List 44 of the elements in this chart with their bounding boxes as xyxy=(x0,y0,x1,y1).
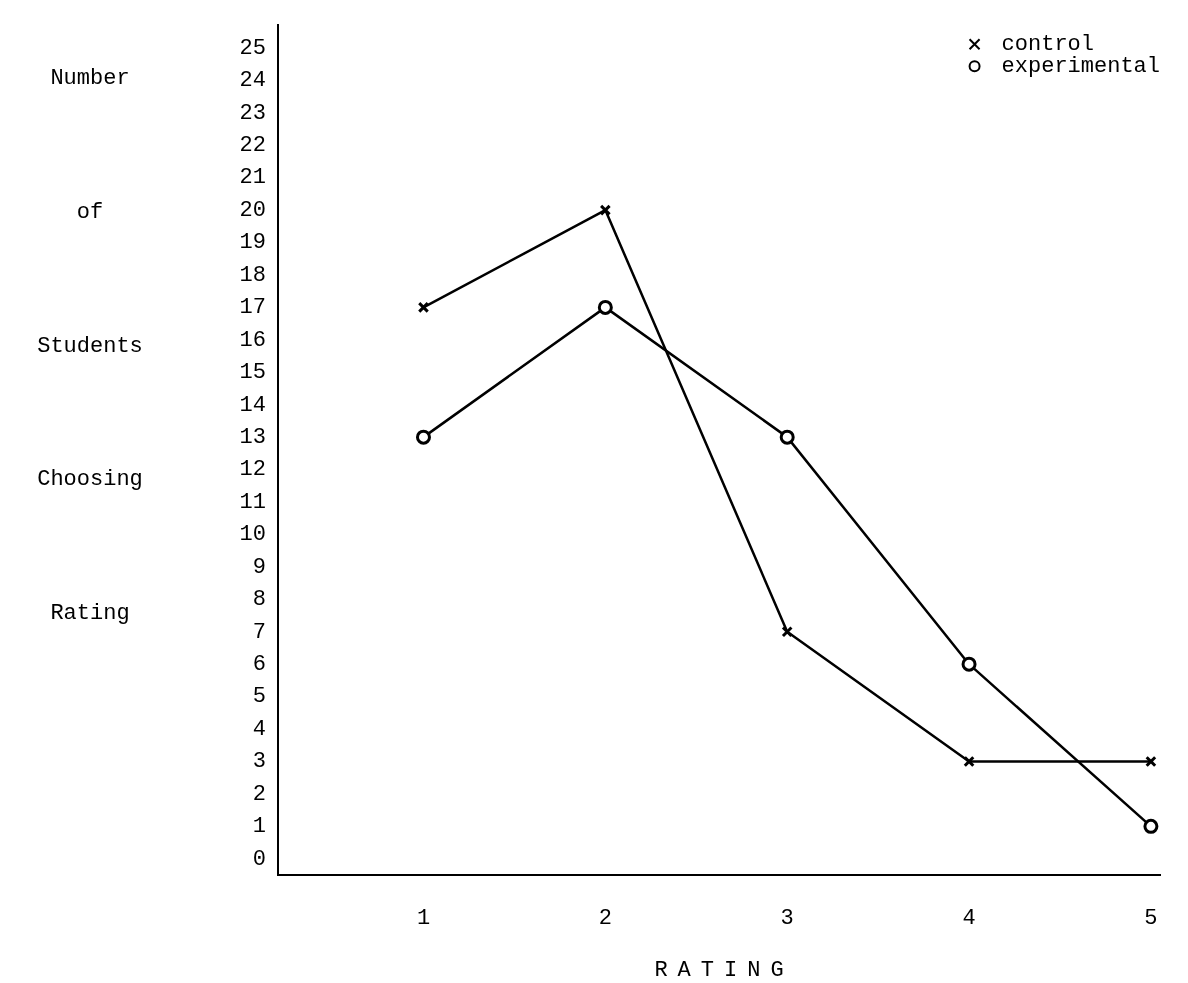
x-tick-label: 3 xyxy=(780,906,794,932)
y-tick-label: 25 xyxy=(239,35,266,61)
y-tick-label: 11 xyxy=(239,489,266,515)
point xyxy=(963,755,975,768)
y-tick-label: 23 xyxy=(239,100,266,126)
y-tick-label: 8 xyxy=(252,587,266,613)
y-tick-label: 12 xyxy=(239,457,266,483)
x-tick-label: 4 xyxy=(962,906,976,932)
x-tick-label: 5 xyxy=(1144,906,1158,932)
y-tick-label: 13 xyxy=(239,424,266,450)
text: Number of Students Choosing Rating xyxy=(37,66,143,626)
y-tick-label: 6 xyxy=(252,652,266,677)
y-tick-label: 19 xyxy=(239,230,266,256)
y-tick-label: 21 xyxy=(239,165,266,191)
y-tick-label: 17 xyxy=(239,295,266,321)
x-tick-label: 2 xyxy=(598,906,612,932)
y-tick-label: 15 xyxy=(239,360,266,386)
y-tick-label: 5 xyxy=(252,684,266,710)
point xyxy=(1143,818,1159,834)
y-tick-label: 7 xyxy=(252,619,266,645)
point xyxy=(417,301,430,314)
y-tick-label: 4 xyxy=(252,716,266,742)
point xyxy=(779,429,795,445)
y-tick-label: 10 xyxy=(239,522,266,548)
y-tick-label: 1 xyxy=(252,814,266,840)
y-tick-label: 24 xyxy=(239,68,266,94)
x-axis-title: RATING xyxy=(654,957,794,983)
point xyxy=(599,204,612,216)
y-tick-label: 18 xyxy=(239,262,266,288)
y-tick-label: 3 xyxy=(252,749,266,775)
x-tick-label: 1 xyxy=(416,906,431,932)
y-tick-label: 2 xyxy=(252,781,266,807)
y-tick-label: 22 xyxy=(239,133,266,159)
point xyxy=(415,429,431,445)
point xyxy=(961,656,977,672)
point xyxy=(597,299,613,315)
point xyxy=(781,625,793,638)
y-tick-label: 0 xyxy=(252,846,266,872)
point xyxy=(1145,755,1157,768)
y-tick-label: 14 xyxy=(239,392,266,418)
y-tick-label: 16 xyxy=(239,327,266,353)
y-tick-label: 20 xyxy=(239,197,266,223)
legend-label: experimental xyxy=(1001,54,1161,80)
y-tick-label: 9 xyxy=(252,554,266,580)
